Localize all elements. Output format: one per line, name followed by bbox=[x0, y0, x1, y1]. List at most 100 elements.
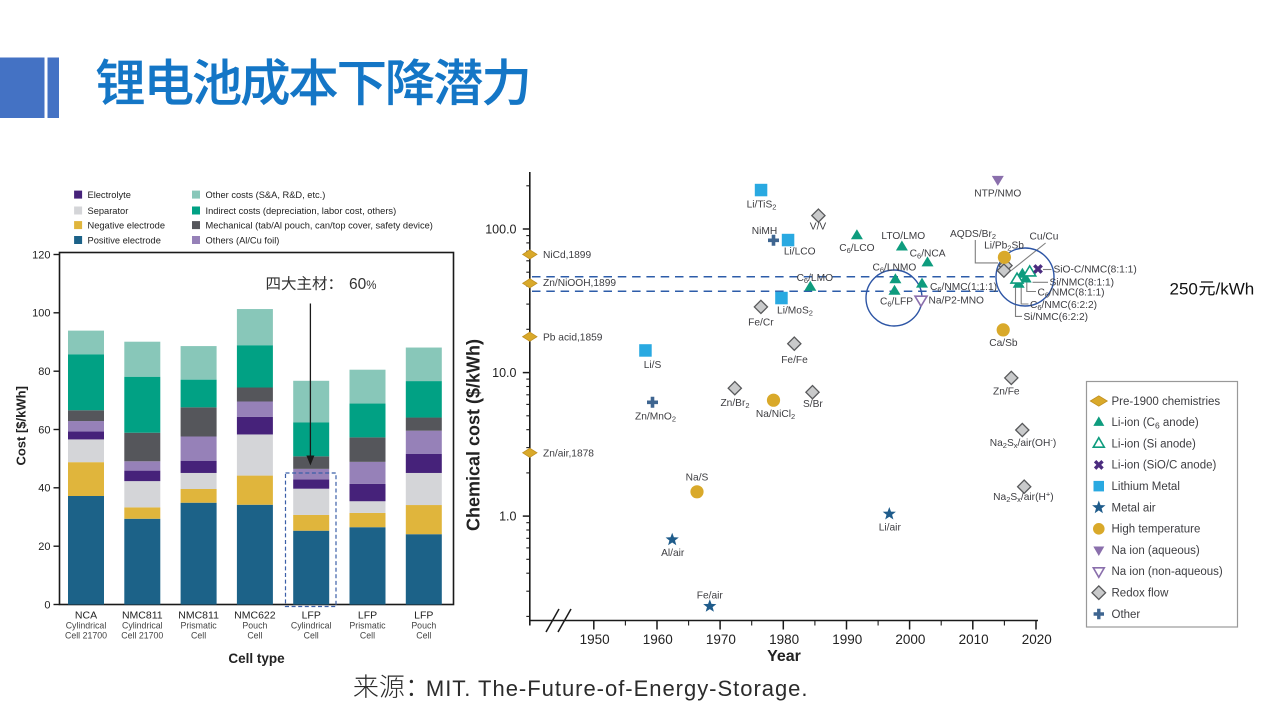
svg-text:Pouch: Pouch bbox=[411, 621, 436, 631]
svg-text:Na2Sx/air(OH-): Na2Sx/air(OH-) bbox=[990, 435, 1056, 450]
svg-text:Li-ion (Si anode): Li-ion (Si anode) bbox=[1112, 438, 1197, 450]
svg-text:NCA: NCA bbox=[75, 610, 97, 622]
svg-text:Li/LCO: Li/LCO bbox=[784, 247, 816, 258]
svg-text:Li/MoS2: Li/MoS2 bbox=[777, 306, 813, 318]
svg-text:Other: Other bbox=[1112, 609, 1141, 621]
svg-text:Year: Year bbox=[767, 648, 801, 665]
svg-text:Zn/air,1878: Zn/air,1878 bbox=[543, 449, 594, 460]
svg-text:C6/NMC(8:1:1): C6/NMC(8:1:1) bbox=[1038, 287, 1105, 299]
svg-text:C6/LCO: C6/LCO bbox=[839, 243, 874, 255]
svg-text:Prismatic: Prismatic bbox=[181, 621, 218, 631]
svg-text:Cell 21700: Cell 21700 bbox=[121, 631, 163, 641]
svg-text:AQDS/Br2: AQDS/Br2 bbox=[950, 229, 996, 241]
svg-text:C6/NCA: C6/NCA bbox=[910, 249, 946, 261]
svg-text:Lithium Metal: Lithium Metal bbox=[1112, 481, 1180, 493]
svg-text:0: 0 bbox=[44, 599, 50, 611]
svg-text:Li/Pb2Sb: Li/Pb2Sb bbox=[984, 241, 1024, 253]
svg-text:Cu/Cu: Cu/Cu bbox=[1030, 232, 1059, 243]
svg-text:1960: 1960 bbox=[643, 632, 673, 647]
svg-text:C6/NMC(1:1:1): C6/NMC(1:1:1) bbox=[930, 282, 997, 294]
svg-text:Na/NiCl2: Na/NiCl2 bbox=[756, 409, 795, 421]
svg-text:20: 20 bbox=[38, 541, 50, 553]
svg-text:10.0: 10.0 bbox=[492, 366, 516, 380]
svg-text:2000: 2000 bbox=[895, 632, 925, 647]
svg-text:V/V: V/V bbox=[810, 222, 827, 233]
svg-text:LFP: LFP bbox=[302, 610, 321, 622]
svg-text:NiMH: NiMH bbox=[752, 226, 777, 237]
svg-text:1970: 1970 bbox=[706, 632, 736, 647]
svg-text:Positive electrode: Positive electrode bbox=[88, 235, 161, 245]
svg-text:Metal air: Metal air bbox=[1112, 502, 1156, 514]
svg-text:Si/NMC(8:1:1): Si/NMC(8:1:1) bbox=[1050, 278, 1115, 289]
svg-text:Prismatic: Prismatic bbox=[349, 621, 386, 631]
svg-text:100.0: 100.0 bbox=[485, 223, 516, 237]
svg-text:Others (Al/Cu foil): Others (Al/Cu foil) bbox=[206, 235, 280, 245]
svg-text:100: 100 bbox=[32, 308, 50, 320]
svg-text:80: 80 bbox=[38, 366, 50, 378]
svg-text:1.0: 1.0 bbox=[499, 510, 516, 524]
svg-text:60: 60 bbox=[38, 424, 50, 436]
svg-text:Li-ion (SiO/C anode): Li-ion (SiO/C anode) bbox=[1112, 460, 1217, 472]
svg-text:250: 250 bbox=[1170, 279, 1198, 298]
svg-text:Li/S: Li/S bbox=[644, 360, 662, 371]
svg-text:MIT. The-Future-of-Energy-Stor: MIT. The-Future-of-Energy-Storage. bbox=[426, 676, 809, 701]
svg-text:Zn/NiOOH,1899: Zn/NiOOH,1899 bbox=[543, 278, 616, 289]
svg-text:Zn/Br2: Zn/Br2 bbox=[720, 398, 749, 410]
svg-text:Negative electrode: Negative electrode bbox=[88, 221, 166, 231]
svg-text:/kWh: /kWh bbox=[1216, 279, 1255, 298]
svg-text:NiCd,1899: NiCd,1899 bbox=[543, 250, 591, 261]
svg-text:120: 120 bbox=[32, 249, 50, 261]
svg-text:NMC811: NMC811 bbox=[122, 610, 163, 622]
svg-text:Electrolyte: Electrolyte bbox=[88, 190, 131, 200]
svg-text:2010: 2010 bbox=[959, 632, 989, 647]
svg-text:Si/NMC(6:2:2): Si/NMC(6:2:2) bbox=[1024, 312, 1089, 323]
svg-text:LFP: LFP bbox=[358, 610, 377, 622]
svg-text:S/Br: S/Br bbox=[803, 399, 823, 410]
svg-text:Cell: Cell bbox=[360, 631, 375, 641]
svg-text:Redox flow: Redox flow bbox=[1112, 588, 1170, 600]
svg-text:1950: 1950 bbox=[580, 632, 610, 647]
svg-text:Li/TiS2: Li/TiS2 bbox=[747, 200, 777, 212]
svg-text:Ca/Sb: Ca/Sb bbox=[989, 338, 1018, 349]
svg-text:Cell: Cell bbox=[304, 631, 319, 641]
svg-text:SiO-C/NMC(8:1:1): SiO-C/NMC(8:1:1) bbox=[1054, 265, 1137, 276]
svg-text:Cell: Cell bbox=[247, 631, 262, 641]
svg-text:Na/S: Na/S bbox=[686, 473, 709, 484]
svg-text:Pouch: Pouch bbox=[242, 621, 267, 631]
svg-text:2020: 2020 bbox=[1022, 632, 1052, 647]
svg-text:C6/LNMO: C6/LNMO bbox=[873, 263, 917, 275]
svg-text:Li/air: Li/air bbox=[879, 523, 902, 534]
svg-text:Zn/Fe: Zn/Fe bbox=[993, 387, 1020, 398]
svg-text:Cell: Cell bbox=[416, 631, 431, 641]
svg-text:Na ion (aqueous): Na ion (aqueous) bbox=[1112, 545, 1200, 557]
svg-text:High temperature: High temperature bbox=[1112, 524, 1201, 536]
svg-text:Cell: Cell bbox=[191, 631, 206, 641]
svg-text:Fe/Cr: Fe/Cr bbox=[748, 318, 774, 329]
svg-text:Cell 21700: Cell 21700 bbox=[65, 631, 107, 641]
svg-text:Cylindrical: Cylindrical bbox=[291, 621, 332, 631]
svg-text:Cost [$/kWh]: Cost [$/kWh] bbox=[14, 386, 29, 465]
svg-text:Chemical cost ($/kWh): Chemical cost ($/kWh) bbox=[464, 339, 484, 531]
svg-text:Zn/MnO2: Zn/MnO2 bbox=[635, 411, 676, 423]
svg-text:Na/P2-MNO: Na/P2-MNO bbox=[929, 296, 985, 307]
svg-text:Cylindrical: Cylindrical bbox=[66, 621, 107, 631]
svg-text:NMC811: NMC811 bbox=[178, 610, 219, 622]
svg-text:1990: 1990 bbox=[832, 632, 862, 647]
svg-text:NMC622: NMC622 bbox=[234, 610, 276, 622]
svg-text:Al/air: Al/air bbox=[661, 548, 685, 559]
svg-text:Pre-1900 chemistries: Pre-1900 chemistries bbox=[1112, 396, 1221, 408]
svg-text:NTP/NMO: NTP/NMO bbox=[974, 189, 1021, 200]
svg-text:1980: 1980 bbox=[769, 632, 799, 647]
svg-text:C6/LMO: C6/LMO bbox=[797, 273, 834, 285]
svg-text:Mechanical (tab/Al pouch, can/: Mechanical (tab/Al pouch, can/top cover,… bbox=[206, 221, 433, 231]
svg-text:C6/LFP: C6/LFP bbox=[880, 296, 913, 308]
svg-text:Indirect costs (depreciation,: Indirect costs (depreciation, labor cost… bbox=[206, 206, 397, 216]
svg-text:Fe/air: Fe/air bbox=[697, 591, 724, 602]
svg-text:LTO/LMO: LTO/LMO bbox=[881, 231, 925, 242]
svg-text:Separator: Separator bbox=[88, 206, 129, 216]
svg-text:Na2Sx/air(H+): Na2Sx/air(H+) bbox=[993, 490, 1053, 505]
svg-text:Fe/Fe: Fe/Fe bbox=[781, 355, 808, 366]
svg-text:Cylindrical: Cylindrical bbox=[122, 621, 163, 631]
svg-text:40: 40 bbox=[38, 483, 50, 495]
svg-text:Li-ion (C6 anode): Li-ion (C6 anode) bbox=[1112, 417, 1199, 430]
